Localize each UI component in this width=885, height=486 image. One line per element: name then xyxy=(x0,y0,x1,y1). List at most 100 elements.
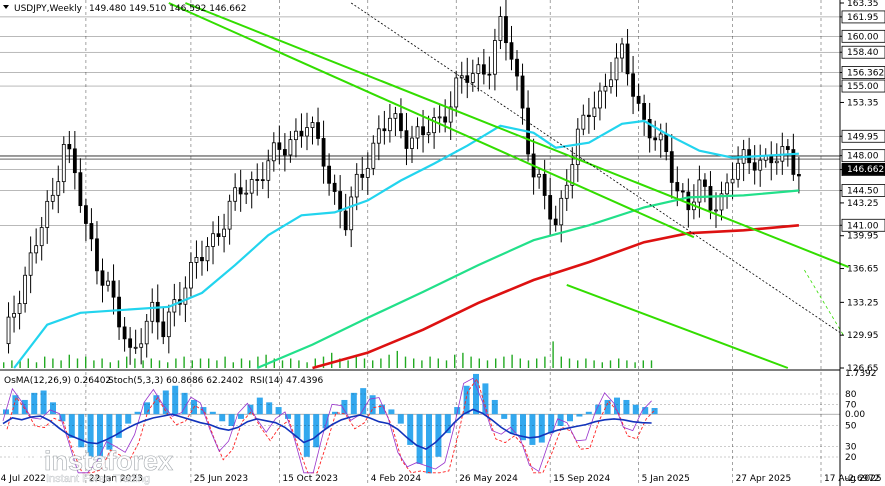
osma-bar xyxy=(632,404,639,415)
price-tag-box xyxy=(841,45,885,59)
osma-bar xyxy=(50,402,56,415)
candle-body xyxy=(332,182,337,192)
last-price-box xyxy=(842,162,885,175)
candle-body xyxy=(216,233,221,237)
candle-body xyxy=(586,114,591,117)
candle-body xyxy=(343,210,348,231)
candle-body xyxy=(636,95,641,104)
osma-bar xyxy=(162,390,169,415)
volume-bar xyxy=(175,358,177,368)
osma-bar xyxy=(134,411,141,415)
osma-bar xyxy=(642,407,649,415)
osma-bar xyxy=(275,407,282,415)
candle-body xyxy=(714,209,718,212)
volume-bar xyxy=(27,358,29,368)
candle-body xyxy=(421,126,425,136)
price-tag-box xyxy=(841,10,885,24)
osma-bar xyxy=(322,414,329,429)
volume-bar xyxy=(257,356,259,368)
price-tick-label: 163.35 xyxy=(847,0,879,9)
volume-bar xyxy=(109,362,111,368)
volume-bar xyxy=(650,360,653,368)
time-axis-label: 4 Feb 2024 xyxy=(371,474,422,484)
volume-bar xyxy=(290,358,292,368)
volume-bar xyxy=(68,354,70,368)
volume-bar xyxy=(142,360,144,368)
candle-body xyxy=(437,116,442,119)
candle-body xyxy=(592,107,597,117)
candle-body xyxy=(244,192,249,195)
time-axis-label: 26 May 2024 xyxy=(459,474,518,484)
volume-bar xyxy=(437,358,439,368)
candle-body xyxy=(50,194,55,202)
symbol-dropdown-icon[interactable] xyxy=(3,5,9,9)
candle-body xyxy=(72,148,77,174)
volume-bar xyxy=(150,358,152,368)
candle-body xyxy=(17,303,22,314)
candle-body xyxy=(150,301,155,322)
candle-body xyxy=(515,58,519,77)
candle-body xyxy=(785,146,790,150)
candle-body xyxy=(255,179,260,181)
volume-bar xyxy=(93,360,95,368)
candle-body xyxy=(161,321,166,338)
candle-body xyxy=(200,257,204,262)
candle-body xyxy=(598,90,602,109)
osma-bar xyxy=(388,409,395,415)
candle-body xyxy=(542,173,547,196)
osma-tick-label: 0.00 xyxy=(845,410,865,420)
trend-line-extension xyxy=(804,269,844,335)
volume-bar xyxy=(593,360,595,368)
candle-body xyxy=(189,262,193,289)
candle-body xyxy=(697,179,702,203)
candle-body xyxy=(481,64,486,75)
osma-bar xyxy=(256,397,263,415)
osma-bar xyxy=(68,414,75,438)
time-axis-label: 15 Oct 2023 xyxy=(282,474,338,484)
time-axis-label: 27 Apr 2025 xyxy=(736,474,792,484)
candle-body xyxy=(752,162,757,171)
volume-bar xyxy=(101,358,103,368)
volume-bar xyxy=(183,356,185,368)
time-axis-label: 15 Sep 2024 xyxy=(553,474,610,484)
candle-body xyxy=(288,139,293,156)
candle-body xyxy=(371,142,376,169)
osma-bar xyxy=(106,414,113,450)
volume-bar xyxy=(224,356,226,368)
volume-bar xyxy=(331,352,333,368)
volume-bar xyxy=(11,360,13,368)
osma-bar xyxy=(228,414,235,426)
stoch-level-label: 20 xyxy=(845,453,857,463)
osma-bar xyxy=(12,395,19,415)
volume-bar xyxy=(232,362,234,368)
volume-bar xyxy=(134,358,136,368)
candle-body xyxy=(211,233,215,247)
candle-body xyxy=(166,311,171,338)
price-tag-box xyxy=(841,129,885,143)
volume-bar xyxy=(618,358,620,368)
ma-cyan-line xyxy=(13,119,799,369)
candle-body xyxy=(78,172,83,207)
osma-label: OsMA(12,26,9) 0.26402 xyxy=(4,376,111,386)
price-tick-label: 149.95 xyxy=(847,132,879,142)
volume-bar xyxy=(363,358,366,368)
price-tick-label: 141.00 xyxy=(847,221,879,231)
candle-body xyxy=(393,113,398,119)
volume-bar xyxy=(60,360,62,368)
volume-bar xyxy=(462,352,464,368)
candle-body xyxy=(443,116,448,123)
candle-body xyxy=(39,227,44,247)
volume-bar xyxy=(454,354,456,368)
symbol-label: USDJPY,Weekly xyxy=(14,4,83,14)
candle-body xyxy=(426,132,431,136)
candle-body xyxy=(222,228,226,237)
oscillator-lines xyxy=(2,377,656,474)
candle-body xyxy=(774,160,779,164)
candle-body xyxy=(796,174,801,177)
candle-body xyxy=(106,280,110,286)
candle-body xyxy=(6,316,11,345)
volume-bar xyxy=(3,362,5,368)
volume-bar xyxy=(44,356,46,368)
